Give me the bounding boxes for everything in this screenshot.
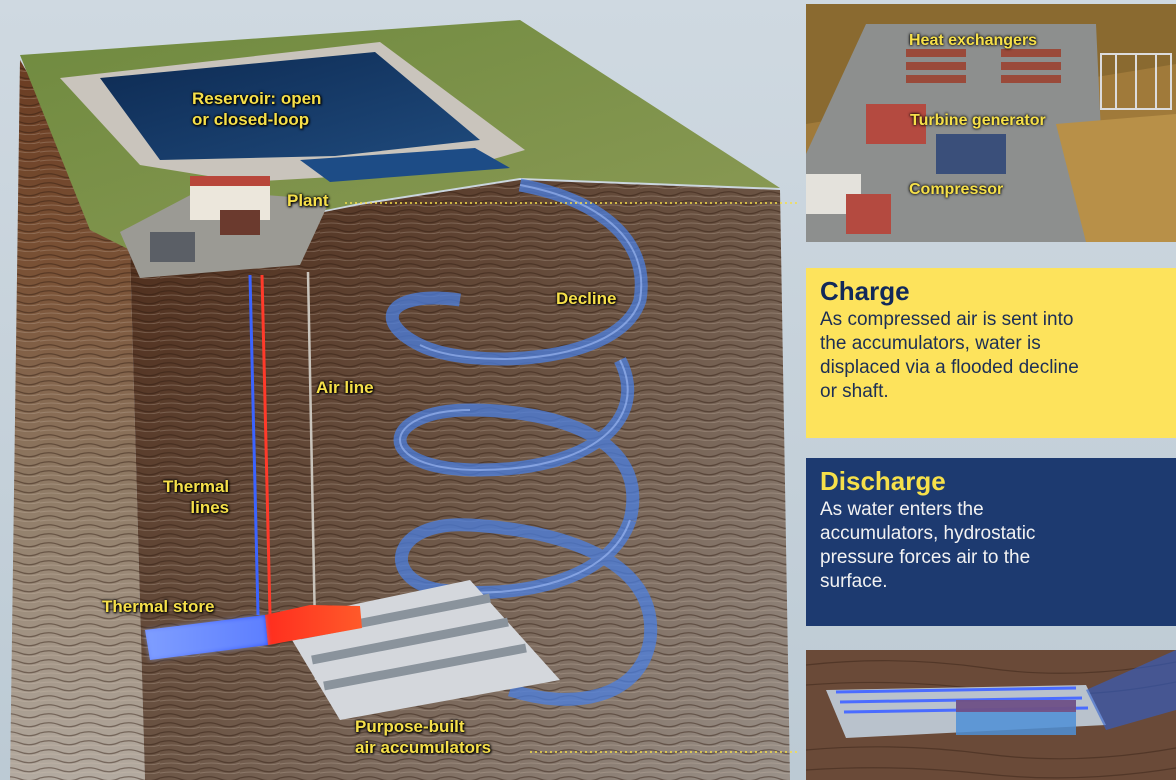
reservoir-secondary-pond bbox=[300, 148, 510, 182]
charge-title: Charge bbox=[820, 276, 910, 306]
label-accumulators-line1: Purpose-built bbox=[355, 717, 465, 736]
discharge-text-line2: accumulators, hydrostatic bbox=[820, 523, 1036, 544]
discharge-text-line3: pressure forces air to the bbox=[820, 547, 1031, 568]
label-compressor: Compressor bbox=[909, 181, 1004, 198]
plant-heat-exchangers bbox=[220, 210, 260, 235]
label-accumulators-line2: air accumulators bbox=[355, 738, 492, 757]
reservoir-water bbox=[100, 52, 480, 160]
plant-switchyard bbox=[150, 232, 195, 262]
charge-text: As compressed air is sent into the accum… bbox=[820, 308, 1164, 404]
discharge-text-line1: As water enters the bbox=[820, 499, 984, 520]
thermal-line-hot bbox=[260, 274, 272, 616]
label-heat-exchangers: Heat exchangers bbox=[909, 32, 1038, 49]
label-reservoir-line1: Reservoir: open bbox=[192, 89, 322, 108]
inset-accumulator-drawing bbox=[806, 650, 1176, 780]
inset-plant-image: Heat exchangers Turbine generator Compre… bbox=[806, 4, 1176, 242]
thermal-line-cold bbox=[248, 274, 260, 616]
charge-card: Charge As compressed air is sent into th… bbox=[806, 268, 1176, 438]
charge-text-line4: or shaft. bbox=[820, 381, 889, 402]
charge-text-line2: the accumulators, water is bbox=[820, 333, 1041, 354]
label-reservoir: Reservoir: open or closed-loop bbox=[192, 88, 321, 130]
label-accumulators: Purpose-built air accumulators bbox=[355, 716, 491, 758]
label-thermal-lines-line1: Thermal bbox=[163, 477, 230, 496]
label-turbine-generator: Turbine generator bbox=[910, 112, 1046, 129]
charge-text-line1: As compressed air is sent into bbox=[820, 309, 1074, 330]
inset-accumulator-image bbox=[806, 650, 1176, 780]
label-thermal-store: Thermal store bbox=[102, 597, 215, 616]
plant-roof bbox=[190, 176, 270, 186]
label-decline: Decline bbox=[556, 289, 617, 308]
label-thermal-lines-line2: lines bbox=[190, 498, 230, 517]
label-plant: Plant bbox=[287, 191, 329, 210]
discharge-text: As water enters the accumulators, hydros… bbox=[820, 498, 1164, 594]
label-air-line: Air line bbox=[316, 378, 374, 397]
inset-plant-drawing bbox=[806, 4, 1176, 242]
discharge-card: Discharge As water enters the accumulato… bbox=[806, 458, 1176, 626]
thermal-store-hot bbox=[265, 605, 362, 645]
discharge-text-line4: surface. bbox=[820, 571, 888, 592]
label-reservoir-line2: or closed-loop bbox=[192, 110, 310, 129]
discharge-title: Discharge bbox=[820, 466, 946, 496]
label-thermal-lines: Thermal lines bbox=[163, 476, 229, 518]
charge-text-line3: displaced via a flooded decline bbox=[820, 357, 1079, 378]
